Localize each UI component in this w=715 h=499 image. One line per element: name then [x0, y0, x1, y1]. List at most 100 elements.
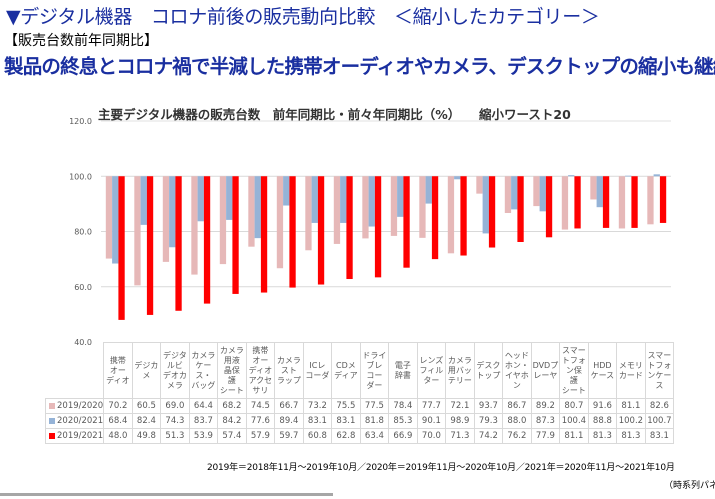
table-row-2019-2021: 2019/2021 48.0 49.8 51.3 53.9 57.4 57.9 59.7 60…	[44, 428, 675, 444]
category-label: デスク トップ	[473, 342, 504, 399]
category-label: 電子 辞書	[388, 342, 418, 399]
bar-2020-2021	[340, 176, 347, 223]
bar-2020-2021	[482, 176, 489, 234]
table-cell: 89.4	[274, 413, 304, 429]
y-tick-label: 100.0	[69, 172, 92, 181]
table-cell: 78.4	[388, 398, 418, 414]
category-label: カメラ 用バッ テリー	[445, 342, 475, 399]
legend-2019-2021: 2019/2021	[44, 428, 105, 444]
category-label: スマー トフォ ンケー ス	[644, 342, 675, 399]
table-cell: 66.7	[274, 398, 304, 414]
bottom-divider	[0, 493, 333, 496]
table-cell: 84.2	[217, 413, 247, 429]
bar-2020-2021	[226, 176, 233, 220]
table-cell: 82.6	[644, 398, 675, 414]
table-cell: 81.1	[616, 398, 646, 414]
y-tick-label: 80.0	[74, 228, 92, 237]
bar-2020-2021	[596, 176, 603, 208]
table-cell: 70.0	[416, 428, 447, 444]
bar-2020-2021	[397, 176, 404, 217]
period-note: 2019年＝2018年11月～2019年10月／2020年＝2019年11月～2…	[207, 463, 675, 473]
table-cell: 51.3	[160, 428, 190, 444]
category-label: ICレ コーダ	[302, 342, 333, 399]
bar-2019-2021	[260, 176, 268, 293]
bar-2019-2020	[333, 176, 341, 244]
legend-label: 2019/2021	[57, 431, 104, 441]
table-cell: 87.3	[530, 413, 561, 429]
bar-2019-2021	[346, 176, 353, 280]
bar-2020-2021	[283, 176, 290, 206]
table-cell: 66.9	[388, 428, 418, 444]
chart-title: 主要デジタル機器の販売台数 前年同期比・前々年同期比（%） 縮小ワースト20	[98, 107, 571, 122]
category-label: デジカ メ	[131, 342, 162, 399]
bar-2020-2021	[311, 176, 318, 223]
bar-2019-2021	[488, 176, 496, 248]
legend-swatch-2019-2020	[49, 402, 55, 409]
table-cell: 81.3	[616, 428, 646, 444]
bar-2019-2020	[618, 176, 626, 229]
bar-2019-2020	[590, 176, 597, 200]
bar-2019-2021	[545, 176, 553, 238]
category-label: HDD ケース	[587, 342, 618, 399]
bar-2019-2021	[317, 176, 325, 285]
y-tick-label: 60.0	[74, 283, 92, 292]
table-cell: 74.5	[245, 398, 276, 414]
table-cell: 73.2	[302, 398, 333, 414]
table-cell: 80.7	[559, 398, 589, 414]
table-cell: 91.6	[587, 398, 618, 414]
bar-2019-2021	[403, 176, 410, 268]
y-tick-label: 120.0	[69, 117, 92, 126]
legend-label: 2020/2021	[57, 416, 104, 426]
table-cell: 88.0	[502, 413, 532, 429]
page-subtitle: 【販売台数前年同期比】	[4, 33, 158, 49]
category-label: デジタ ルビ デオカ メラ	[160, 342, 190, 399]
bar-2020-2021	[454, 176, 461, 180]
category-label: カメラ スト ラップ	[274, 342, 304, 399]
table-cell: 68.4	[103, 413, 133, 429]
legend-2020-2021: 2020/2021	[44, 413, 105, 429]
table-cell: 77.7	[416, 398, 447, 414]
table-cell: 72.1	[445, 398, 475, 414]
category-label: ドライ ブレ コー ダー	[359, 342, 390, 399]
table-cell: 83.1	[331, 413, 361, 429]
bar-2019-2020	[447, 176, 455, 254]
source-note: （時系列パネ	[664, 481, 715, 491]
bar-2019-2021	[232, 176, 239, 294]
table-cell: 82.4	[131, 413, 162, 429]
table-cell: 71.3	[445, 428, 475, 444]
table-cell: 98.9	[445, 413, 475, 429]
bars	[105, 174, 667, 320]
legend-swatch-2020-2021	[49, 417, 55, 424]
category-label: DVDプ レーヤ	[530, 342, 561, 399]
bar-2020-2021	[539, 176, 546, 212]
bar-2019-2020	[305, 176, 312, 251]
table-cell: 74.3	[160, 413, 190, 429]
table-cell: 59.7	[274, 428, 304, 444]
category-label: スマー トフォ ン保 護 シート	[559, 342, 589, 399]
table-cell: 83.7	[188, 413, 219, 429]
table-cell: 68.2	[217, 398, 247, 414]
bar-2020-2021	[112, 176, 119, 264]
bar-2020-2021	[425, 176, 432, 204]
table-row-2020-2021: 2020/2021 68.4 82.4 74.3 83.7 84.2 77.6 89.4 83…	[44, 413, 675, 429]
table-cell: 53.9	[188, 428, 219, 444]
table-cell: 100.2	[616, 413, 646, 429]
page-title: ▼デジタル機器 コロナ前後の販売動向比較 ＜縮小したカテゴリー＞	[6, 6, 600, 28]
table-cell: 83.1	[302, 413, 333, 429]
bar-2019-2021	[118, 176, 125, 320]
table-cell: 60.5	[131, 398, 162, 414]
bar-2019-2021	[460, 176, 467, 256]
legend-swatch-2019-2021	[49, 432, 55, 439]
table-cell: 81.1	[559, 428, 589, 444]
bar-2019-2021	[659, 176, 667, 223]
bar-2019-2021	[517, 176, 524, 242]
bar-2019-2021	[431, 176, 439, 260]
table-row-2019-2020: 2019/2020 70.2 60.5 69.0 64.4 68.2 74.5 66.7 73…	[44, 398, 675, 414]
table-cell: 81.8	[359, 413, 390, 429]
table-cell: 77.5	[359, 398, 390, 414]
bar-2019-2020	[561, 176, 569, 230]
bar-2019-2020	[162, 176, 170, 262]
table-cell: 77.6	[245, 413, 276, 429]
